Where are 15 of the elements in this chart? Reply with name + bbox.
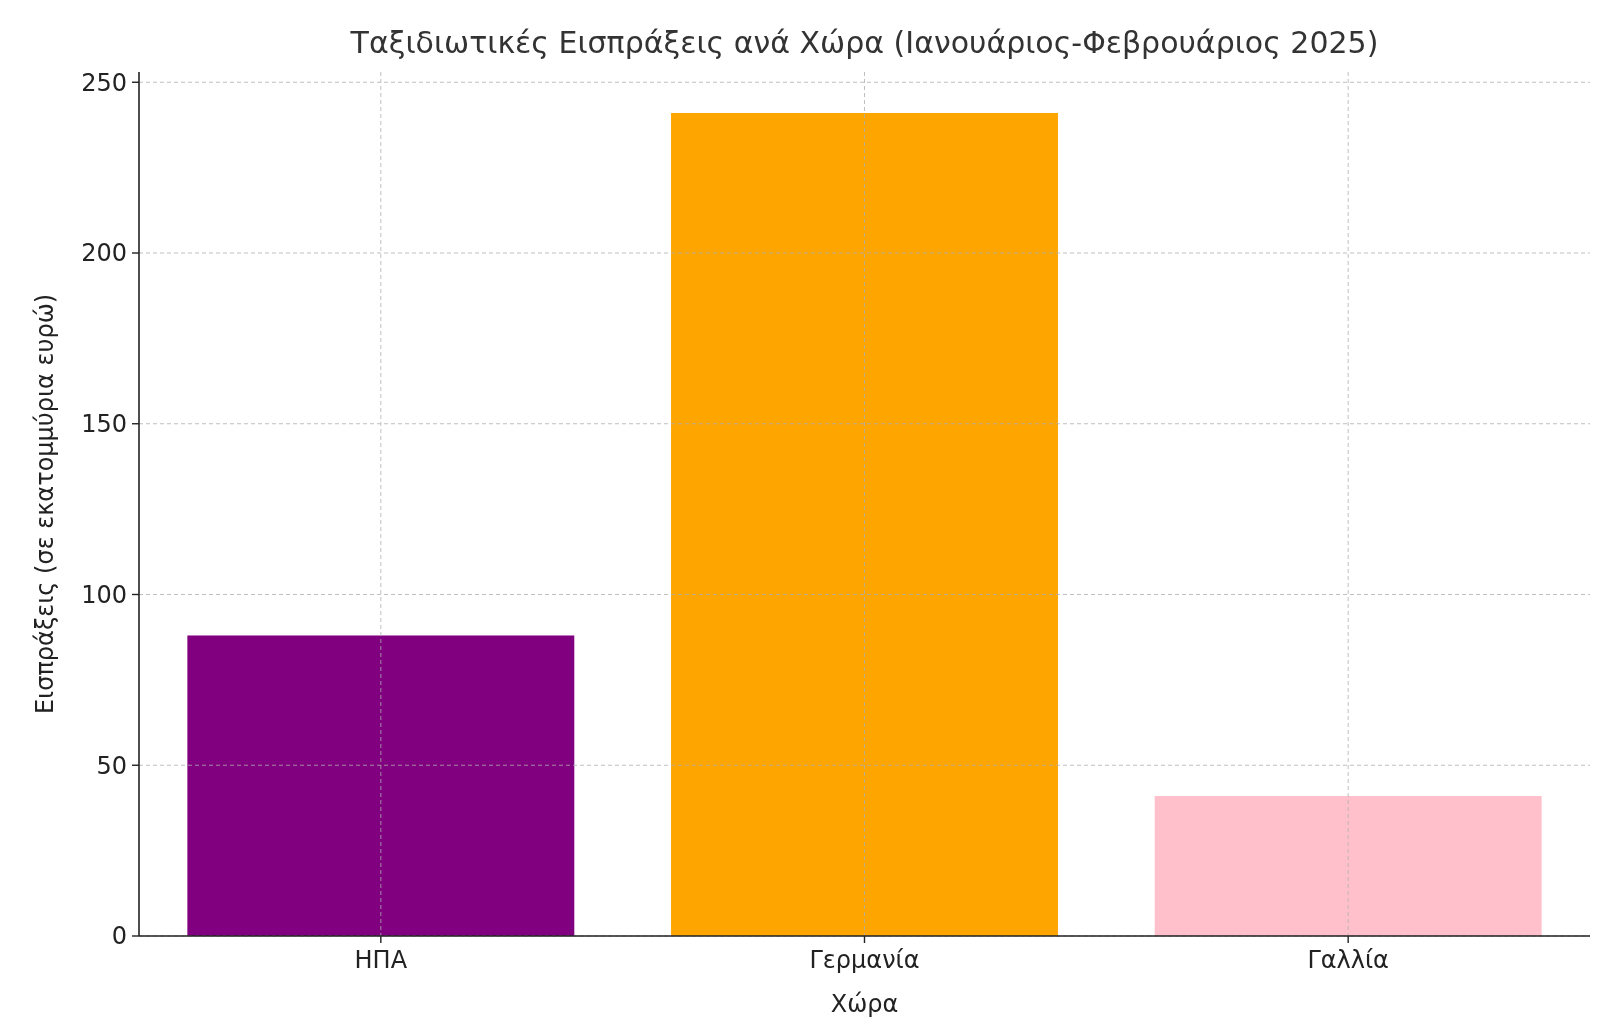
x-tick-label: Γερμανία <box>809 946 920 974</box>
bar <box>671 112 1058 936</box>
y-tick-label: 100 <box>81 580 127 609</box>
bar <box>187 635 575 936</box>
y-tick-label: 150 <box>81 410 127 439</box>
y-tick-label: 50 <box>96 751 127 780</box>
y-tick-label: 0 <box>111 922 127 951</box>
y-tick-label: 250 <box>81 68 127 97</box>
bar <box>1154 795 1542 936</box>
y-axis-title: Εισπράξεις (σε εκατομμύρια ευρώ) <box>31 293 59 715</box>
y-tick-label: 200 <box>81 239 127 268</box>
x-tick-label: Γαλλία <box>1307 946 1389 974</box>
chart-title: Ταξιδιωτικές Εισπράξεις ανά Χώρα (Ιανουάριος-Φεβρουάριος 2025) <box>349 25 1379 60</box>
x-axis-title: Χώρα <box>830 990 899 1018</box>
x-tick-label: ΗΠΑ <box>354 946 408 974</box>
